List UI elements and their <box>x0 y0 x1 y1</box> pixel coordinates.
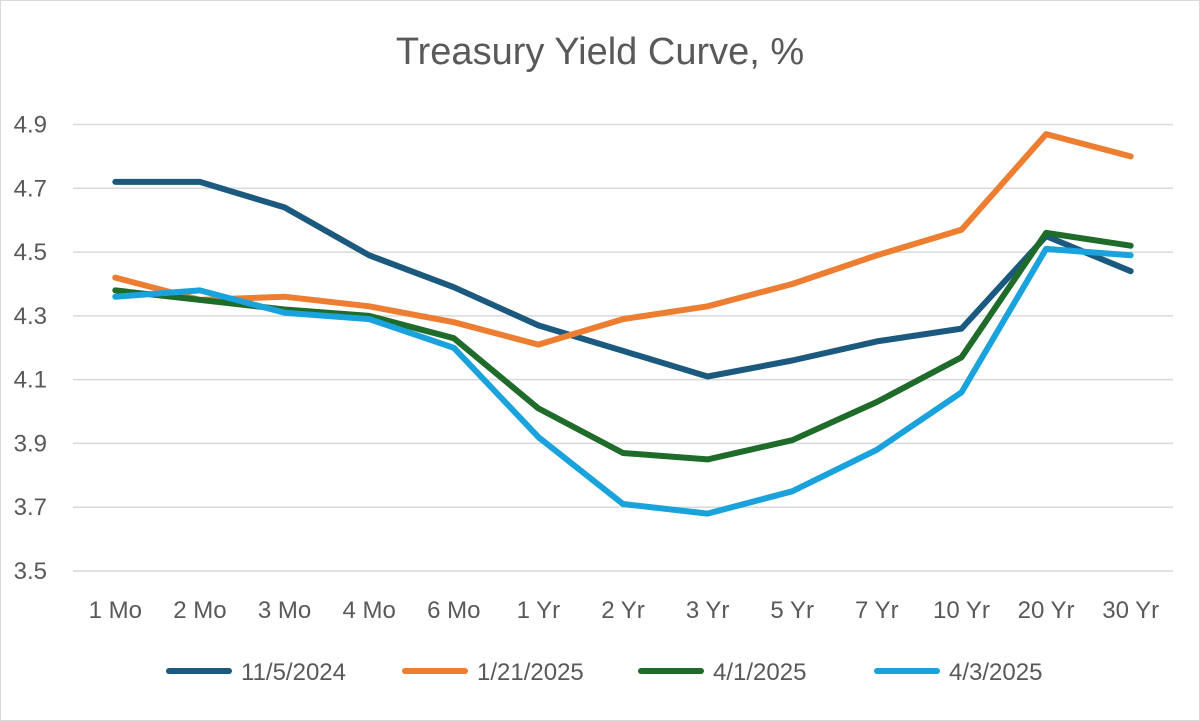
y-axis-ticks: 3.5 3.7 3.9 4.1 4.3 4.5 4.7 4.9 <box>14 112 47 585</box>
legend: 11/5/2024 1/21/2025 4/1/2025 4/3/2025 <box>166 659 1042 686</box>
series-line-2 <box>112 229 1134 463</box>
x-tick-label: 3 Mo <box>258 597 311 624</box>
series-line-1 <box>112 131 1134 348</box>
x-axis-ticks: 1 Mo 2 Mo 3 Mo 4 Mo 6 Mo 1 Yr 2 Yr 3 Yr 5 Yr 7 Yr… <box>89 597 1160 624</box>
series-line-0 <box>112 178 1134 380</box>
y-tick-label: 4.3 <box>14 303 47 330</box>
x-tick-label: 5 Yr <box>770 597 814 624</box>
y-tick-label: 3.9 <box>14 430 47 457</box>
x-tick-label: 1 Mo <box>89 597 142 624</box>
x-tick-label: 4 Mo <box>342 597 395 624</box>
legend-label-2: 4/1/2025 <box>713 659 806 686</box>
chart-title: Treasury Yield Curve, % <box>395 31 805 73</box>
x-tick-label: 30 Yr <box>1102 597 1159 624</box>
series-lines <box>112 131 1134 517</box>
x-tick-label: 6 Mo <box>427 597 480 624</box>
x-tick-label: 1 Yr <box>517 597 561 624</box>
x-tick-label: 20 Yr <box>1018 597 1075 624</box>
y-tick-label: 3.7 <box>14 494 47 521</box>
y-tick-label: 4.9 <box>14 112 47 139</box>
x-tick-label: 7 Yr <box>855 597 899 624</box>
gridlines <box>73 123 1173 572</box>
series-line-3 <box>112 245 1134 517</box>
x-tick-label: 2 Mo <box>173 597 226 624</box>
legend-label-1: 1/21/2025 <box>477 659 584 686</box>
y-tick-label: 4.7 <box>14 175 47 202</box>
y-tick-label: 4.1 <box>14 367 47 394</box>
x-tick-label: 3 Yr <box>686 597 730 624</box>
x-tick-label: 10 Yr <box>933 597 990 624</box>
x-tick-label: 2 Yr <box>601 597 645 624</box>
y-tick-label: 4.5 <box>14 239 47 266</box>
y-tick-label: 3.5 <box>14 558 47 585</box>
legend-label-0: 11/5/2024 <box>241 659 346 686</box>
legend-label-3: 4/3/2025 <box>949 659 1042 686</box>
